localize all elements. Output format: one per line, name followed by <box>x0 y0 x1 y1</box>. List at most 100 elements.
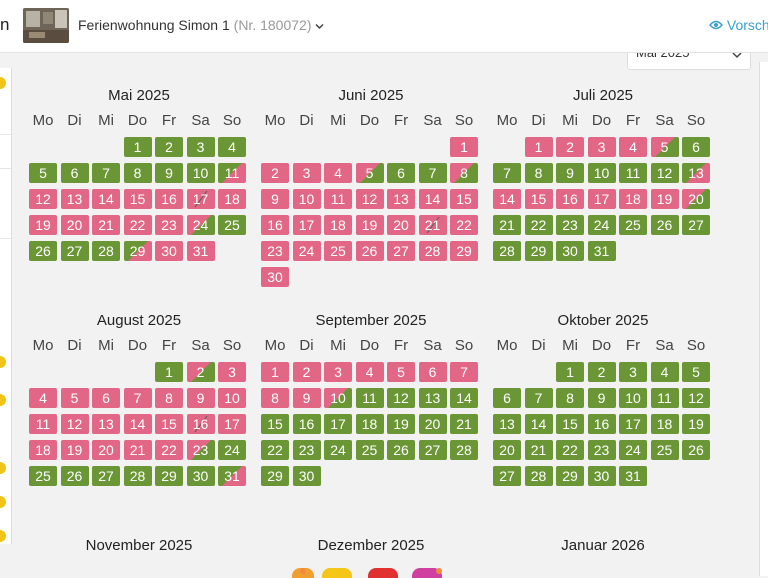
calendar-day-free[interactable]: 13 <box>493 414 521 434</box>
calendar-day-booked[interactable]: 7 <box>123 388 152 408</box>
property-selector[interactable]: Ferienwohnung Simon 1 (Nr. 180072) <box>78 17 324 33</box>
calendar-day-free[interactable]: 29 <box>524 241 553 261</box>
calendar-day-free[interactable]: 11 <box>355 388 384 408</box>
calendar-day-booked[interactable]: 31 <box>186 241 215 261</box>
calendar-day-booked[interactable]: 14 <box>493 189 521 209</box>
calendar-day-booked[interactable]: 12 <box>29 189 57 209</box>
calendar-day-free[interactable]: 30 <box>556 241 584 261</box>
calendar-day-free[interactable]: 12 <box>387 388 415 408</box>
calendar-day-booked[interactable]: 15 <box>155 414 183 434</box>
calendar-day-free[interactable]: 4 <box>218 137 246 157</box>
calendar-day-free[interactable]: 6 <box>493 388 521 408</box>
calendar-day-booked[interactable]: 18 <box>619 189 647 209</box>
calendar-day-free[interactable]: 27 <box>92 466 120 486</box>
calendar-day-booked[interactable]: 18 <box>29 440 57 460</box>
calendar-day-free[interactable]: 10 <box>186 163 215 183</box>
calendar-day-free[interactable]: 24 <box>218 440 246 460</box>
calendar-day-booked[interactable]: 1 <box>261 362 289 382</box>
calendar-day-free[interactable]: 26 <box>29 241 57 261</box>
calendar-day-booked[interactable]: 28 <box>418 241 447 261</box>
calendar-day-booked[interactable]: 9 <box>261 189 289 209</box>
calendar-day-booked[interactable]: 29 <box>450 241 478 261</box>
calendar-day-free[interactable]: 14 <box>450 388 478 408</box>
calendar-day-free[interactable]: 19 <box>387 414 415 434</box>
calendar-day-free[interactable]: 24 <box>324 440 352 460</box>
calendar-day-free[interactable]: 25 <box>218 215 246 235</box>
calendar-day-free[interactable]: 6 <box>682 137 710 157</box>
calendar-day-checkin[interactable]: 29 <box>123 241 152 261</box>
calendar-day-booked[interactable]: 15 <box>524 189 553 209</box>
calendar-day-free[interactable]: 7 <box>493 163 521 183</box>
calendar-day-free[interactable]: 1 <box>556 362 584 382</box>
calendar-day-free[interactable]: 7 <box>524 388 553 408</box>
calendar-day-free[interactable]: 29 <box>556 466 584 486</box>
calendar-day-booked[interactable]: 22 <box>123 215 152 235</box>
calendar-day-free[interactable]: 8 <box>524 163 553 183</box>
calendar-day-booked[interactable]: 16 <box>261 215 289 235</box>
calendar-day-free[interactable]: 9 <box>155 163 183 183</box>
calendar-day-booked[interactable]: 21 <box>92 215 120 235</box>
calendar-day-booked[interactable]: 1 <box>524 137 553 157</box>
calendar-day-booked[interactable]: 5 <box>387 362 415 382</box>
calendar-day-checkout[interactable]: 2 <box>186 362 215 382</box>
calendar-day-booked[interactable]: 14 <box>418 189 447 209</box>
calendar-day-free[interactable]: 30 <box>186 466 215 486</box>
calendar-day-booked[interactable]: 2 <box>261 163 289 183</box>
calendar-day-booked[interactable]: 14 <box>123 414 152 434</box>
calendar-day-free[interactable]: 16 <box>587 414 616 434</box>
calendar-day-free[interactable]: 22 <box>261 440 289 460</box>
calendar-day-booked[interactable]: 17 <box>218 414 246 434</box>
calendar-day-booked[interactable]: 3 <box>324 362 352 382</box>
app-logo-text[interactable]: n <box>0 15 10 34</box>
calendar-day-free[interactable]: 29 <box>261 466 289 486</box>
calendar-day-free[interactable]: 12 <box>650 163 679 183</box>
calendar-day-free[interactable]: 25 <box>29 466 57 486</box>
calendar-day-booked[interactable]: 24 <box>292 241 321 261</box>
calendar-day-free[interactable]: 31 <box>619 466 647 486</box>
calendar-day-free[interactable]: 21 <box>450 414 478 434</box>
calendar-day-booked[interactable]: 8 <box>155 388 183 408</box>
calendar-day-booked[interactable]: 12 <box>355 189 384 209</box>
calendar-day-booked[interactable]: 13 <box>387 189 415 209</box>
calendar-day-booked[interactable]: 11 <box>29 414 57 434</box>
calendar-day-free[interactable]: 16 <box>292 414 321 434</box>
calendar-day-free[interactable]: 30 <box>587 466 616 486</box>
calendar-day-booked[interactable]: 5 <box>60 388 89 408</box>
calendar-day-free[interactable]: 28 <box>493 241 521 261</box>
calendar-day-booked[interactable]: 30 <box>261 267 289 287</box>
calendar-day-free[interactable]: 3 <box>619 362 647 382</box>
calendar-day-free[interactable]: 17 <box>619 414 647 434</box>
calendar-day-free[interactable]: 9 <box>587 388 616 408</box>
calendar-day-booked[interactable]: 23 <box>155 215 183 235</box>
calendar-day-free[interactable]: 24 <box>587 215 616 235</box>
calendar-day-free[interactable]: 18 <box>355 414 384 434</box>
calendar-day-booked[interactable]: 9 <box>186 388 215 408</box>
calendar-day-free[interactable]: 2 <box>155 137 183 157</box>
calendar-day-booked[interactable]: 20 <box>92 440 120 460</box>
calendar-day-free[interactable]: 21 <box>493 215 521 235</box>
calendar-day-free[interactable]: 15 <box>556 414 584 434</box>
calendar-day-free[interactable]: 27 <box>418 440 447 460</box>
calendar-day-checkout[interactable]: 10 <box>324 388 352 408</box>
calendar-day-free[interactable]: 20 <box>418 414 447 434</box>
calendar-day-booked[interactable]: 19 <box>29 215 57 235</box>
calendar-day-booked[interactable]: 10 <box>292 189 321 209</box>
calendar-day-free[interactable]: 27 <box>60 241 89 261</box>
calendar-day-booked[interactable]: 6 <box>418 362 447 382</box>
calendar-day-checkout[interactable]: 23 <box>186 440 215 460</box>
calendar-day-booked[interactable]: 4 <box>355 362 384 382</box>
calendar-day-booked[interactable]: 22 <box>450 215 478 235</box>
calendar-day-booked[interactable]: 9 <box>292 388 321 408</box>
calendar-day-booked[interactable]: 19 <box>650 189 679 209</box>
calendar-day-free[interactable]: 7 <box>92 163 120 183</box>
calendar-day-booked[interactable]: 10 <box>218 388 246 408</box>
calendar-day-booked[interactable]: 22 <box>155 440 183 460</box>
calendar-day-free[interactable]: 23 <box>587 440 616 460</box>
calendar-day-booked[interactable]: 19 <box>60 440 89 460</box>
calendar-day-free[interactable]: 23 <box>292 440 321 460</box>
calendar-day-free[interactable]: 20 <box>493 440 521 460</box>
tool-icon[interactable] <box>412 568 442 578</box>
calendar-day-free[interactable]: 25 <box>619 215 647 235</box>
calendar-day-checkout[interactable]: 8 <box>450 163 478 183</box>
calendar-day-booked[interactable]: 8 <box>261 388 289 408</box>
